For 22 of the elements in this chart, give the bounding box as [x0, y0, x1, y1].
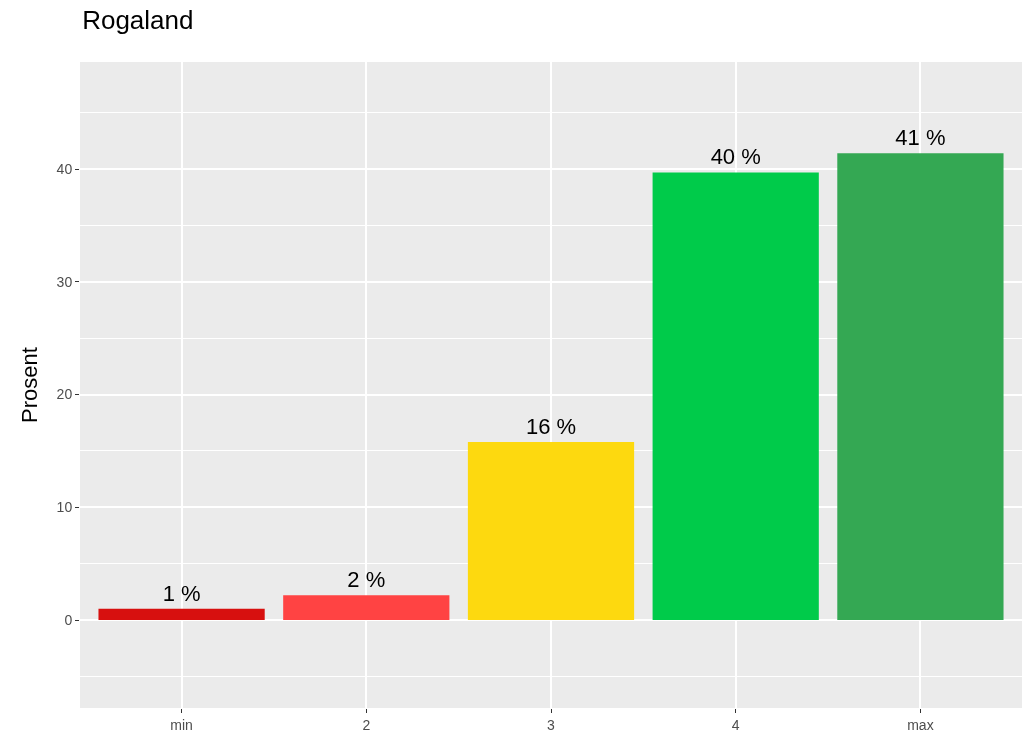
y-tick-label: 30: [56, 273, 73, 290]
data-label: 1 %: [162, 580, 201, 606]
bar: [652, 172, 819, 621]
x-tick-label: 2: [362, 716, 371, 733]
x-tick-label: max: [907, 716, 934, 733]
y-tick-label: 40: [56, 161, 73, 177]
data-label: 16 %: [525, 413, 577, 439]
data-label: 41 %: [895, 125, 946, 151]
data-label: 40 %: [710, 144, 761, 170]
x-tick-label: min: [170, 716, 193, 733]
bar: [98, 608, 265, 621]
y-tick-label: 20: [56, 386, 73, 403]
y-tick-label: 0: [64, 611, 73, 628]
bar: [467, 441, 635, 621]
x-tick-label: 3: [547, 716, 556, 733]
bar: [283, 595, 450, 621]
bar: [837, 153, 1004, 621]
y-tick-label: 10: [56, 499, 73, 516]
x-tick-label: 4: [731, 716, 740, 733]
chart-title: Rogaland: [82, 5, 194, 36]
y-axis-title: Prosent: [17, 347, 43, 423]
data-label: 2 %: [347, 567, 386, 593]
